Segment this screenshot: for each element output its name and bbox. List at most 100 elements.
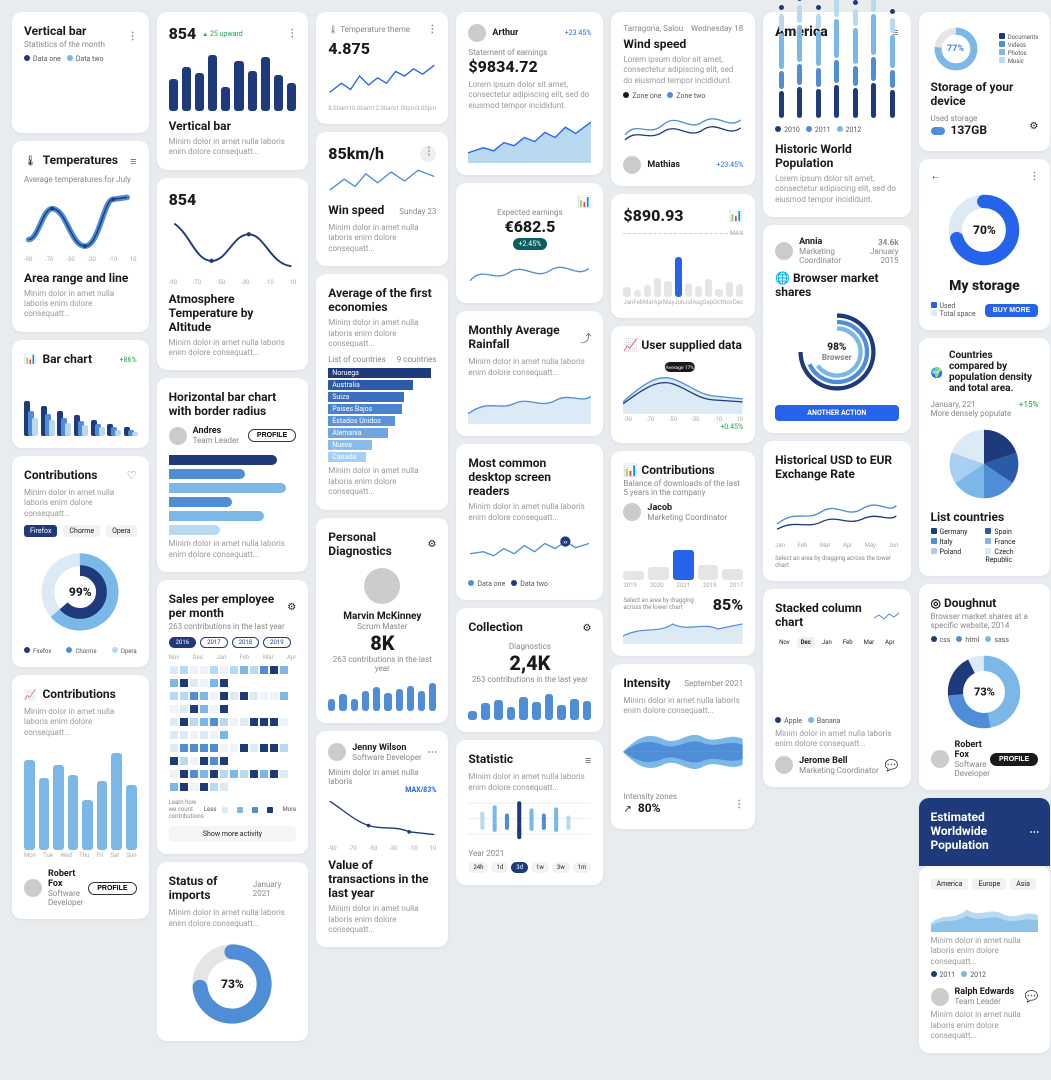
card-america: America 2010 2011 2012 Historic World Po… xyxy=(763,12,910,217)
range-tab[interactable]: 24h xyxy=(468,862,488,873)
card-status-imports: Status of imports January 2021 Minim dol… xyxy=(157,862,309,1041)
card-jenny: Jenny Wilson Software Developer ⋯ Minim … xyxy=(316,731,448,948)
buy-button[interactable]: BUY MORE xyxy=(985,304,1039,317)
card-wind-speed: Tarragona, SalouWednesday 18 Wind speed … xyxy=(611,12,755,186)
avatar xyxy=(328,743,346,761)
gear-icon[interactable] xyxy=(1029,121,1038,132)
subtitle: Statistics of the month xyxy=(24,40,105,49)
area-chart xyxy=(468,117,591,163)
card-my-storage: ← ⋮ 70% My storage Used Total space BUY … xyxy=(919,159,1051,330)
gear-icon[interactable] xyxy=(427,539,436,550)
range-tab[interactable]: 1d xyxy=(491,862,508,873)
range-tab[interactable]: 3w xyxy=(552,862,570,873)
action-button[interactable]: ANOTHER ACTION xyxy=(775,405,898,421)
card-screen-readers: Most common desktop screen readers Minim… xyxy=(456,444,603,600)
filter-icon[interactable] xyxy=(130,155,136,168)
card-countries: 🌍Countries compared by population densit… xyxy=(919,338,1051,576)
svg-text:xx: xx xyxy=(564,540,568,545)
multi-line-chart xyxy=(623,100,743,150)
more-icon[interactable]: ⋮ xyxy=(420,146,436,162)
line-chart: xx xyxy=(468,523,591,574)
card-temp-theme: 🌡 Temperature theme ⋮ 4.875 8.00am10.00a… xyxy=(316,12,448,124)
more-icon[interactable]: ⋮ xyxy=(128,31,137,42)
area-chart xyxy=(931,896,1039,932)
chart-icon: 📊 xyxy=(578,195,592,208)
sparkline xyxy=(873,610,898,622)
more-icon[interactable]: ⋮ xyxy=(734,799,743,810)
range-tab[interactable]: 1m xyxy=(573,862,592,873)
more-icon[interactable]: ⋮ xyxy=(287,28,296,39)
range-tab[interactable]: 3d xyxy=(511,862,528,873)
delta: +86% xyxy=(120,356,137,364)
card-doughnut: ◎ Doughnut Browser market shares at a sp… xyxy=(919,584,1051,790)
card-usd-eur: Historical USD to EUR Exchange Rate JanF… xyxy=(763,441,910,581)
svg-text:Average 17%: Average 17% xyxy=(666,365,695,371)
chat-icon[interactable]: 💬 xyxy=(1025,990,1039,1003)
avatar xyxy=(169,427,187,445)
area-chart xyxy=(623,614,743,644)
line-chart xyxy=(169,213,297,277)
more-icon[interactable]: ⋯ xyxy=(1029,827,1038,838)
line-chart xyxy=(468,250,591,291)
card-contrib-bars: 📈Contributions Minim dolor in amet nulla… xyxy=(12,675,149,919)
card-rainfall: Monthly Average Rainfall Minim dolor in … xyxy=(456,311,603,436)
card-est-pop: America Europe Asia Minim dolor in amet … xyxy=(919,866,1051,1053)
heart-icon[interactable] xyxy=(127,469,137,482)
share-icon[interactable] xyxy=(580,330,591,346)
card-browser-share: Annia Marketing Coordinator 34.6k Januar… xyxy=(763,225,910,433)
card-bar-chart: 📊Bar chart +86% xyxy=(12,340,149,448)
profile-button[interactable]: PROFILE xyxy=(248,429,296,442)
multi-line xyxy=(775,483,898,540)
show-more-button[interactable]: Show more activity xyxy=(169,826,297,842)
card-storage-77: 77% DocumentsVideosPhotosMusic Storage o… xyxy=(919,12,1051,151)
pie-chart xyxy=(944,424,1024,504)
tab-firefox[interactable]: Firefox xyxy=(24,525,57,537)
stream-chart xyxy=(623,717,743,787)
avatar xyxy=(931,988,949,1006)
month-tab[interactable]: Apr xyxy=(881,637,898,648)
month-tab[interactable]: Jan xyxy=(818,637,836,648)
range-tab[interactable]: 1w xyxy=(531,862,549,873)
avatar xyxy=(623,503,641,521)
thermometer-icon: 🌡 xyxy=(24,156,37,167)
card-expected: 📊 Expected earnings €682.5 +2.45% xyxy=(456,183,603,303)
tab-chrome[interactable]: Chorme xyxy=(63,525,100,537)
globe-icon: 🌍 xyxy=(931,368,943,379)
line-chart xyxy=(328,794,436,844)
area-lines-chart: Average 17% xyxy=(623,354,743,414)
chat-icon[interactable]: 💬 xyxy=(885,759,899,772)
bar-chart xyxy=(24,71,137,121)
back-icon[interactable]: ← xyxy=(931,171,941,182)
card-contrib-donut: Contributions Minim dolor in amet nulla … xyxy=(12,456,149,667)
profile-button[interactable]: PROFILE xyxy=(990,753,1038,766)
month-tab[interactable]: Feb xyxy=(839,637,857,648)
card-stacked: Stacked column chart NovDecJanFebMarApr … xyxy=(763,589,910,787)
avatar xyxy=(623,156,641,174)
card-890: $890.93 📊 MAX JanFebMarAprMayJunJulAugSe… xyxy=(611,194,755,318)
filter-icon[interactable] xyxy=(585,754,591,767)
line-chart xyxy=(328,163,436,199)
card-hbar-radius: Horizontal bar chart with border radius … xyxy=(157,378,309,572)
gear-icon[interactable] xyxy=(582,623,591,634)
bar-icon: 📊 xyxy=(24,354,36,365)
grouped-bars xyxy=(24,376,137,436)
more-icon[interactable]: ⋮ xyxy=(1029,171,1038,182)
chart-icon: 📊 xyxy=(729,209,743,222)
card-vertical-bar: Vertical bar Statistics of the month ⋮ D… xyxy=(12,12,149,133)
more-icon[interactable]: ⋮ xyxy=(427,24,436,35)
month-tab[interactable]: Mar xyxy=(860,637,879,648)
card-854-curve: 854 -90-70-50-30-1010 Atmosphere Tempera… xyxy=(157,178,309,371)
profile-button[interactable]: PROFILE xyxy=(88,882,136,895)
chart-icon: 📈 xyxy=(24,690,36,701)
gear-icon[interactable] xyxy=(287,602,296,613)
card-win-speed: 85km/h ⋮ Win speed Sunday 23 Minim dolor… xyxy=(316,132,448,266)
heatmap xyxy=(169,665,297,795)
month-tab[interactable]: Dec xyxy=(797,637,815,648)
card-arthur: Arthur +23.45% Statement of earnings $98… xyxy=(456,12,603,175)
tab-opera[interactable]: Opera xyxy=(106,525,137,537)
month-tab[interactable]: Nov xyxy=(775,637,794,648)
card-user-data: 📈 User supplied data Average 17% -90-70-… xyxy=(611,326,755,443)
more-icon[interactable]: ⋯ xyxy=(427,747,436,758)
card-sales-heatmap: Sales per employee per month 263 contrib… xyxy=(157,580,309,854)
hbar-list: NoruegaAustraliaSuizaPaises BajosEstados… xyxy=(328,368,436,462)
